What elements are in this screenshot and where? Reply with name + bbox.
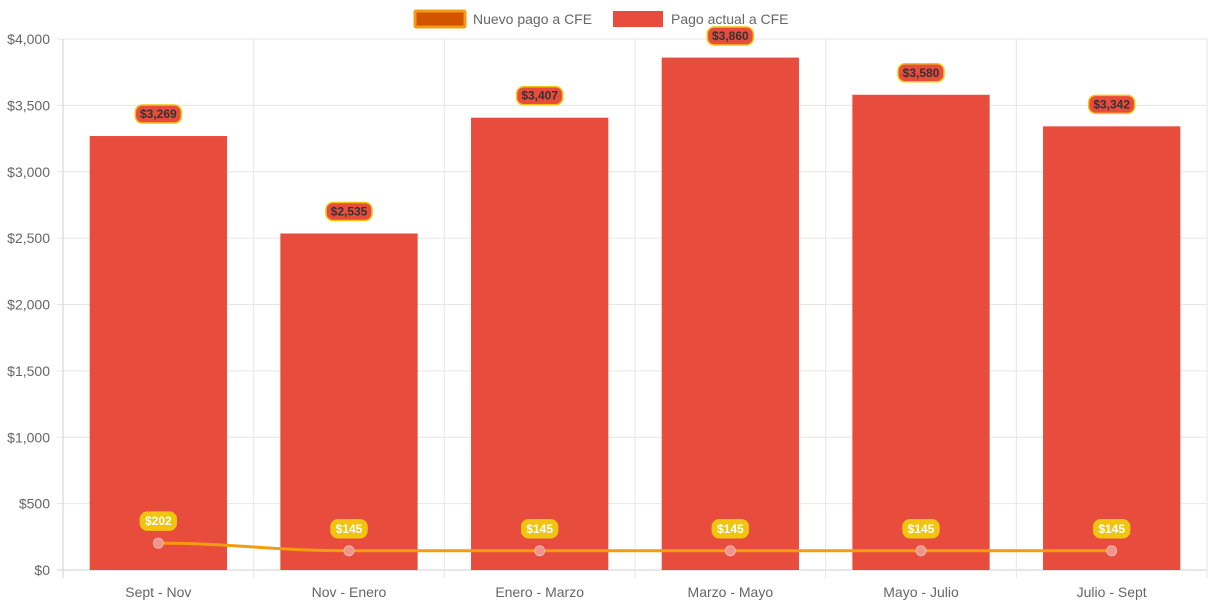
line-point (915, 545, 927, 557)
line-value-label-bg (1092, 519, 1131, 539)
line-value-label: $202 (145, 514, 172, 528)
line-value-label: $145 (1098, 522, 1125, 536)
y-tick-label: $2,000 (7, 297, 50, 313)
bar-value-label-bg (515, 85, 564, 106)
legend-swatch-pago-actual (613, 11, 663, 27)
x-axis: Sept - Nov Nov - Enero Enero - Marzo Marzo … (125, 584, 1147, 600)
line-point (152, 537, 164, 549)
bars (89, 57, 1181, 571)
bar-value-label-bg (134, 104, 183, 124)
line-value-label: $145 (336, 522, 363, 536)
legend-label-nuevo-pago: Nuevo pago a CFE (473, 11, 592, 27)
y-tick-label: $1,000 (7, 429, 50, 445)
bar-value-label-bg (325, 201, 373, 222)
line-point (724, 545, 736, 557)
bar-value-label-bg (1087, 94, 1136, 115)
x-tick-label: Marzo - Mayo (688, 584, 774, 600)
bar (1043, 126, 1181, 571)
line-value-label: $145 (908, 522, 935, 536)
line-point (534, 545, 546, 557)
bar-value-label-bg (706, 26, 755, 46)
x-tick-label: Nov - Enero (312, 584, 387, 600)
legend-item-nuevo-pago[interactable]: Nuevo pago a CFE (413, 9, 592, 29)
bar (852, 94, 990, 570)
legend-item-pago-actual[interactable]: Pago actual a CFE (613, 11, 789, 27)
line-value-label-bg (902, 519, 940, 539)
line-point (343, 545, 355, 557)
x-tick-label: Mayo - Julio (883, 584, 959, 600)
bar-value-label: $3,269 (140, 107, 177, 121)
line-value-label-bg (330, 519, 368, 539)
x-tick-label: Sept - Nov (125, 584, 191, 600)
legend-swatch-nuevo-pago (413, 9, 467, 29)
data-labels: $3,269 $2,535 $3,407 $3,860 $3,580 $3,342 $202… (134, 26, 1136, 539)
bar (661, 57, 799, 570)
line-value-label: $145 (717, 522, 744, 536)
line-value-label-bg (139, 511, 178, 531)
bar-value-label: $2,535 (331, 204, 368, 218)
bar-value-label: $3,580 (903, 66, 940, 80)
bar (471, 117, 609, 570)
x-tick-label: Enero - Marzo (495, 584, 584, 600)
line-value-label: $145 (526, 522, 553, 536)
y-tick-label: $0 (34, 562, 50, 578)
line-value-label-bg (711, 519, 750, 539)
y-tick-label: $2,500 (7, 230, 50, 246)
line-series (152, 537, 1118, 557)
bar (89, 136, 227, 570)
line-value-label-bg (520, 519, 559, 539)
y-tick-label: $3,500 (7, 97, 50, 113)
bar-value-label: $3,407 (521, 89, 558, 103)
legend: Nuevo pago a CFE Pago actual a CFE (413, 9, 789, 29)
line-point (1106, 545, 1118, 557)
y-tick-label: $500 (19, 496, 50, 512)
legend-label-pago-actual: Pago actual a CFE (671, 11, 789, 27)
y-tick-label: $1,500 (7, 363, 50, 379)
x-tick-label: Julio - Sept (1077, 584, 1147, 600)
grid-lines (57, 38, 1208, 578)
y-tick-label: $3,000 (7, 164, 50, 180)
bar-value-label: $3,860 (712, 29, 749, 43)
y-axis: $0 $500 $1,000 $1,500 $2,000 $2,500 $3,000 $3,5… (7, 31, 50, 578)
bar-value-label: $3,342 (1093, 97, 1130, 111)
series-line (158, 541, 1112, 553)
y-tick-label: $4,000 (7, 31, 50, 47)
bar-value-label-bg (897, 63, 945, 83)
bar (280, 233, 418, 570)
